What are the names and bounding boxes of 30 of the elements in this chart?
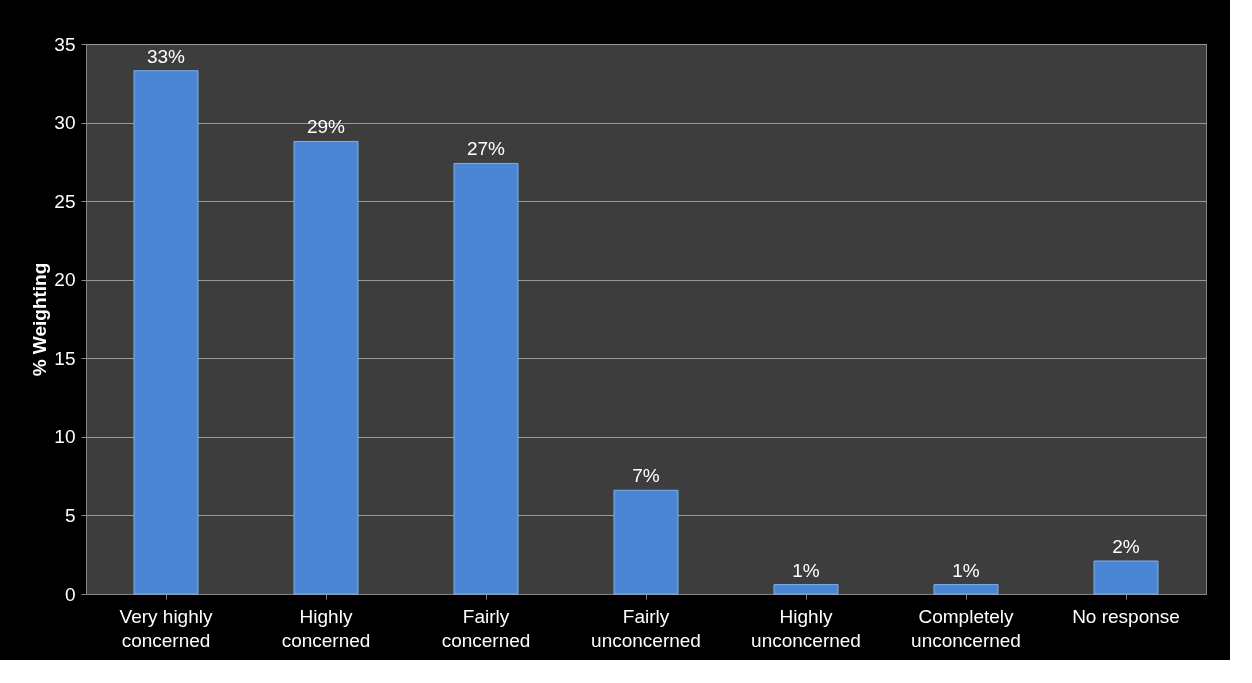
data-label: 7% xyxy=(632,465,660,487)
x-tick-label: Completely unconcerned xyxy=(911,605,1021,651)
x-tick-label: Fairly concerned xyxy=(441,605,531,651)
data-label: 1% xyxy=(952,559,980,581)
bar xyxy=(613,489,679,595)
y-tick-label: 20 xyxy=(54,269,76,291)
x-tick-label: Very highly concerned xyxy=(119,605,213,651)
y-tick-label: 35 xyxy=(54,33,76,55)
bar xyxy=(773,584,839,595)
data-label: 27% xyxy=(466,138,506,160)
y-tick-label: 10 xyxy=(54,426,76,448)
x-tick-label: Highly unconcerned xyxy=(751,605,861,651)
y-tick-label: 0 xyxy=(64,583,76,605)
data-label: 1% xyxy=(792,559,820,581)
data-label: 2% xyxy=(1112,536,1140,557)
data-label: 33% xyxy=(146,45,186,67)
bar xyxy=(933,584,999,595)
x-tick-label: No response xyxy=(1072,605,1180,627)
x-tick-label: Highly concerned xyxy=(281,605,371,651)
y-axis-title: % Weighting xyxy=(29,262,51,377)
y-tick-label: 5 xyxy=(64,504,76,526)
y-tick-label: 15 xyxy=(54,347,76,369)
x-tick-label: Fairly unconcerned xyxy=(591,605,701,651)
bar xyxy=(1093,560,1159,595)
y-tick-label: 30 xyxy=(54,112,76,134)
bar xyxy=(293,140,359,595)
bar xyxy=(133,70,199,595)
data-label: 29% xyxy=(306,116,346,138)
bar xyxy=(453,162,519,595)
y-tick-label: 25 xyxy=(54,190,76,212)
